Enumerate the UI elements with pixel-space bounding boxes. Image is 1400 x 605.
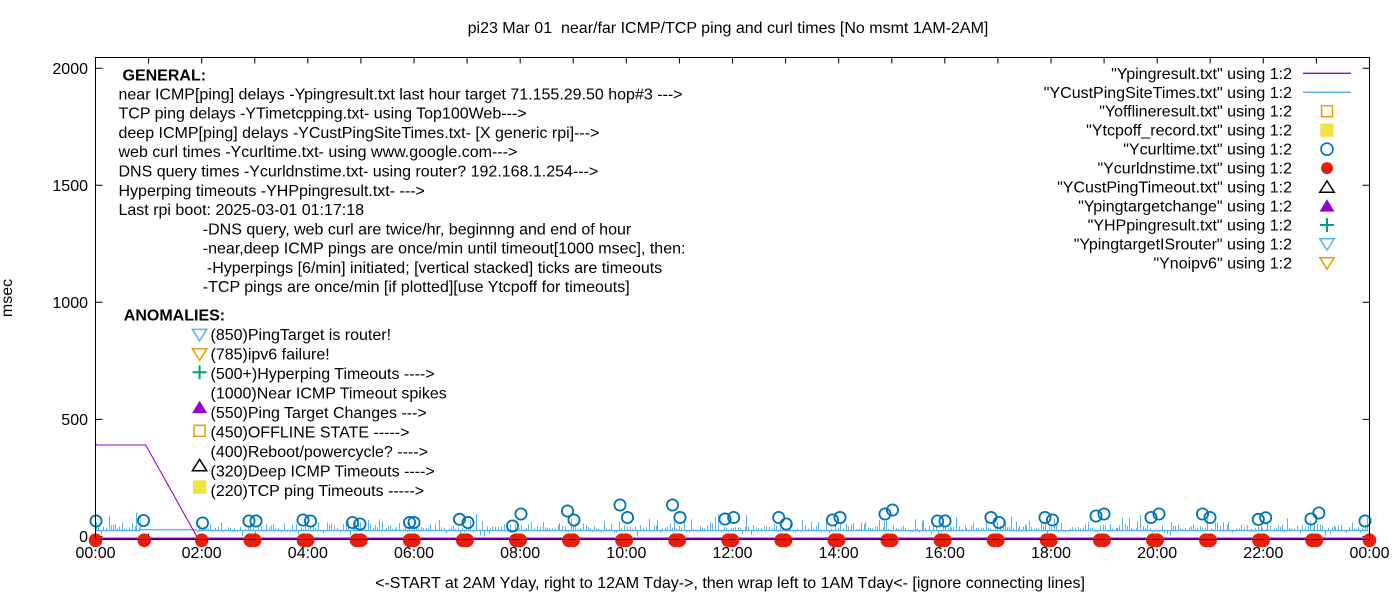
svg-text:04:00: 04:00 (288, 545, 328, 562)
svg-text:00:00: 00:00 (75, 545, 115, 562)
svg-text:Last rpi boot: 2025-03-01 01:1: Last rpi boot: 2025-03-01 01:17:18 (119, 202, 365, 219)
svg-text:TCP ping delays -YTimetcpping.: TCP ping delays -YTimetcpping.txt- using… (119, 106, 527, 123)
svg-text:(1000)Near ICMP Timeout spikes: (1000)Near ICMP Timeout spikes (211, 385, 447, 402)
svg-text:16:00: 16:00 (925, 545, 965, 562)
svg-text:06:00: 06:00 (394, 545, 434, 562)
svg-text:12:00: 12:00 (712, 545, 752, 562)
svg-text:"Ycurldnstime.txt" using 1:2: "Ycurldnstime.txt" using 1:2 (1097, 161, 1292, 178)
svg-text:msec: msec (0, 279, 16, 317)
svg-text:"Ypingtargetchange" using 1:2: "Ypingtargetchange" using 1:2 (1078, 199, 1292, 216)
svg-text:18:00: 18:00 (1031, 545, 1071, 562)
svg-text:2000: 2000 (52, 61, 88, 78)
svg-text:(550)Ping Target Changes --->: (550)Ping Target Changes ---> (211, 405, 427, 422)
svg-text:20:00: 20:00 (1137, 545, 1177, 562)
svg-text:(500+)Hyperping Timeouts ---->: (500+)Hyperping Timeouts ----> (211, 366, 435, 383)
svg-text:near ICMP[ping] delays -Ypingr: near ICMP[ping] delays -Ypingresult.txt … (119, 86, 683, 103)
svg-text:-DNS query, web curl are twice: -DNS query, web curl are twice/hr, begin… (203, 221, 632, 238)
svg-text:"YCustPingTimeout.txt" using 1: "YCustPingTimeout.txt" using 1:2 (1057, 180, 1292, 197)
svg-text:Hyperping timeouts -YHPpingres: Hyperping timeouts -YHPpingresult.txt- -… (119, 183, 425, 200)
svg-text:00:00: 00:00 (1349, 545, 1389, 562)
svg-text:500: 500 (61, 412, 88, 429)
svg-text:-Hyperpings [6/min] initiated;: -Hyperpings [6/min] initiated; [vertical… (207, 260, 662, 277)
svg-text:DNS query times -Ycurldnstime.: DNS query times -Ycurldnstime.txt- using… (119, 163, 599, 180)
svg-text:GENERAL:: GENERAL: (123, 68, 207, 85)
svg-text:"Ytcpoff_record.txt" using 1:2: "Ytcpoff_record.txt" using 1:2 (1086, 123, 1292, 140)
svg-text:-near,deep ICMP pings are once: -near,deep ICMP pings are once/min until… (203, 241, 686, 258)
svg-text:(785)ipv6 failure!: (785)ipv6 failure! (211, 346, 330, 363)
svg-text:(400)Reboot/powercycle? ---->: (400)Reboot/powercycle? ----> (211, 444, 428, 461)
svg-text:"Ynoipv6" using 1:2: "Ynoipv6" using 1:2 (1153, 255, 1292, 272)
svg-text:"YpingtargetISrouter" using 1:: "YpingtargetISrouter" using 1:2 (1074, 236, 1292, 253)
svg-text:"YHPpingresult.txt" using 1:2: "YHPpingresult.txt" using 1:2 (1088, 217, 1292, 234)
svg-text:02:00: 02:00 (182, 545, 222, 562)
svg-text:0: 0 (79, 529, 88, 546)
svg-text:14:00: 14:00 (819, 545, 859, 562)
svg-text:1500: 1500 (52, 178, 88, 195)
svg-text:deep ICMP[ping] delays -YCustP: deep ICMP[ping] delays -YCustPingSiteTim… (119, 125, 600, 142)
svg-text:<-START at 2AM Yday, right to: <-START at 2AM Yday, right to 12AM Tday-… (375, 575, 1085, 592)
svg-text:(220)TCP ping Timeouts ----->: (220)TCP ping Timeouts -----> (211, 483, 425, 500)
svg-text:(850)PingTarget is router!: (850)PingTarget is router! (211, 327, 392, 344)
svg-text:"Ycurltime.txt" using 1:2: "Ycurltime.txt" using 1:2 (1123, 142, 1292, 159)
svg-text:ANOMALIES:: ANOMALIES: (124, 307, 225, 324)
svg-text:(450)OFFLINE STATE ----->: (450)OFFLINE STATE -----> (211, 424, 410, 441)
svg-text:-TCP pings are once/min [if pl: -TCP pings are once/min [if plotted][use… (203, 279, 630, 296)
svg-text:08:00: 08:00 (500, 545, 540, 562)
svg-text:1000: 1000 (52, 295, 88, 312)
svg-text:web curl times -Ycurltime.txt-: web curl times -Ycurltime.txt- using www… (118, 144, 518, 161)
svg-text:pi23 Mar 01 near/far ICMP/TCP: pi23 Mar 01 near/far ICMP/TCP ping and c… (468, 20, 989, 37)
svg-text:(320)Deep ICMP Timeouts ---->: (320)Deep ICMP Timeouts ----> (211, 463, 435, 480)
svg-text:10:00: 10:00 (606, 545, 646, 562)
svg-text:"Ypingresult.txt" using 1:2: "Ypingresult.txt" using 1:2 (1111, 66, 1292, 83)
svg-text:22:00: 22:00 (1243, 545, 1283, 562)
svg-text:"Yofflineresult.txt" using 1:2: "Yofflineresult.txt" using 1:2 (1099, 104, 1292, 121)
svg-text:"YCustPingSiteTimes.txt" using: "YCustPingSiteTimes.txt" using 1:2 (1044, 85, 1292, 102)
